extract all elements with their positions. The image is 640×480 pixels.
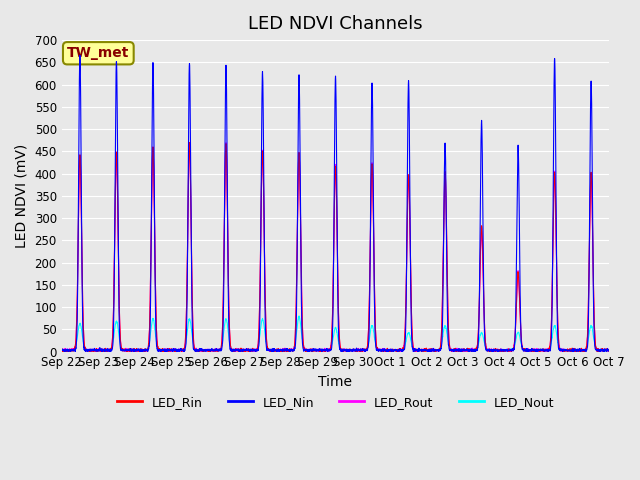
Y-axis label: LED NDVI (mV): LED NDVI (mV)	[15, 144, 29, 248]
Title: LED NDVI Channels: LED NDVI Channels	[248, 15, 423, 33]
Text: TW_met: TW_met	[67, 46, 129, 60]
X-axis label: Time: Time	[319, 375, 353, 389]
Legend: LED_Rin, LED_Nin, LED_Rout, LED_Nout: LED_Rin, LED_Nin, LED_Rout, LED_Nout	[112, 391, 559, 414]
